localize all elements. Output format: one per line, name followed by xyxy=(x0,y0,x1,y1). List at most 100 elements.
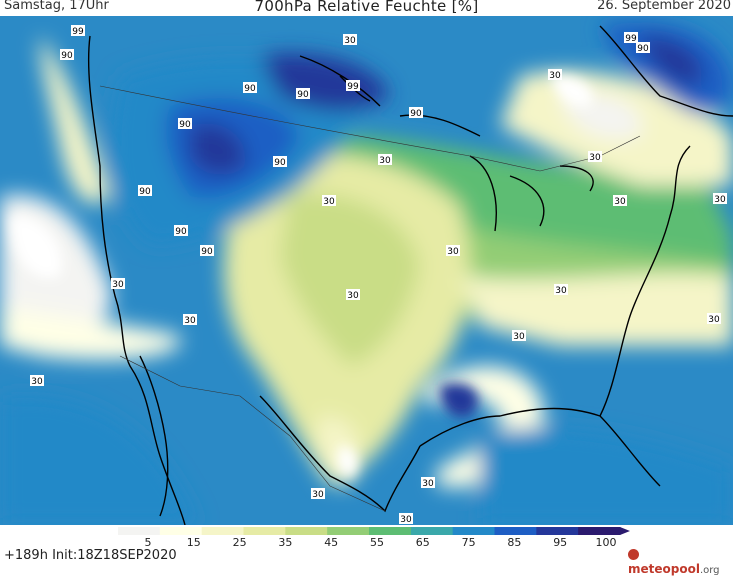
svg-text:30: 30 xyxy=(589,153,601,163)
svg-text:30: 30 xyxy=(344,36,356,46)
legend-swatch xyxy=(118,527,161,535)
svg-text:30: 30 xyxy=(447,247,459,257)
legend-tick-label: 55 xyxy=(370,536,384,547)
contour-labels: 99 90 90 99 90 90 90 90 90 90 99 90 90 3… xyxy=(30,25,727,525)
legend-tick-label: 15 xyxy=(187,536,201,547)
svg-text:30: 30 xyxy=(555,286,567,296)
contour-label: 90 xyxy=(409,107,423,119)
svg-text:99: 99 xyxy=(347,82,359,92)
legend-swatch xyxy=(452,527,495,535)
contour-label: 30 xyxy=(548,69,562,81)
svg-text:30: 30 xyxy=(112,280,124,290)
map-canvas: 99 90 90 99 90 90 90 90 90 90 99 90 90 3… xyxy=(0,16,733,525)
svg-text:90: 90 xyxy=(637,44,649,54)
legend-tick-label: 5 xyxy=(145,536,152,547)
legend-swatch xyxy=(201,527,244,535)
legend-tick-label: 95 xyxy=(553,536,567,547)
contour-label: 30 xyxy=(554,284,568,296)
contour-label: 99 xyxy=(624,32,638,44)
legend-swatch xyxy=(285,527,328,535)
contour-label: 90 xyxy=(178,118,192,130)
color-legend: 5 15 25 35 45 55 65 75 85 95 100 xyxy=(0,525,733,566)
contour-label: 30 xyxy=(512,330,526,342)
contour-label: 30 xyxy=(322,195,336,207)
legend-swatch xyxy=(494,527,537,535)
svg-text:90: 90 xyxy=(175,227,187,237)
svg-text:30: 30 xyxy=(347,291,359,301)
svg-text:30: 30 xyxy=(708,315,720,325)
contour-label: 30 xyxy=(588,151,602,163)
svg-text:90: 90 xyxy=(410,109,422,119)
svg-text:90: 90 xyxy=(244,84,256,94)
legend-tick-label: 45 xyxy=(324,536,338,547)
svg-text:90: 90 xyxy=(297,90,309,100)
svg-text:30: 30 xyxy=(379,156,391,166)
legend-tick-label: 75 xyxy=(462,536,476,547)
legend-swatch xyxy=(578,527,621,535)
legend-bar: 5 15 25 35 45 55 65 75 85 95 100 xyxy=(118,527,630,547)
political-borders xyxy=(99,85,641,512)
humidity-field xyxy=(0,22,733,525)
legend-arrow xyxy=(620,527,630,535)
contour-label: 90 xyxy=(200,245,214,257)
contour-label: 30 xyxy=(613,195,627,207)
legend-swatch xyxy=(159,527,203,535)
legend-swatch xyxy=(369,527,412,535)
humidity-map: 99 90 90 99 90 90 90 90 90 90 99 90 90 3… xyxy=(0,16,733,525)
svg-text:90: 90 xyxy=(179,120,191,130)
contour-label: 30 xyxy=(183,314,197,326)
svg-text:90: 90 xyxy=(61,51,73,61)
contour-label: 99 xyxy=(71,25,85,37)
contour-label: 90 xyxy=(138,185,152,197)
contour-label: 30 xyxy=(346,289,360,301)
svg-text:30: 30 xyxy=(184,316,196,326)
legend-swatch xyxy=(410,527,454,535)
contour-label: 30 xyxy=(311,488,325,500)
contour-label: 30 xyxy=(111,278,125,290)
contour-label: 30 xyxy=(378,154,392,166)
map-title: 700hPa Relative Feuchte [%] xyxy=(254,0,479,15)
contour-label: 90 xyxy=(60,49,74,61)
legend-tick-label: 65 xyxy=(416,536,430,547)
contour-label: 30 xyxy=(446,245,460,257)
contour-label: 90 xyxy=(273,156,287,168)
svg-text:90: 90 xyxy=(139,187,151,197)
contour-label: 90 xyxy=(174,225,188,237)
header-bar: Samstag, 17Uhr 700hPa Relative Feuchte [… xyxy=(0,0,733,16)
svg-text:90: 90 xyxy=(274,158,286,168)
contour-label: 90 xyxy=(243,82,257,94)
svg-text:30: 30 xyxy=(422,479,434,489)
humidity-detail xyxy=(10,75,593,478)
meteopool-logo-icon xyxy=(628,549,639,560)
contour-label: 30 xyxy=(421,477,435,489)
contour-label: 30 xyxy=(707,313,721,325)
run-info: +189h Init:18Z18SEP2020 xyxy=(4,548,177,563)
svg-text:30: 30 xyxy=(614,197,626,207)
legend-swatch xyxy=(536,527,579,535)
svg-text:99: 99 xyxy=(72,27,84,37)
svg-text:30: 30 xyxy=(714,195,726,205)
svg-text:90: 90 xyxy=(201,247,213,257)
contour-label: 30 xyxy=(713,193,727,205)
valid-date-label: 26. September 2020 xyxy=(597,0,731,13)
coastlines xyxy=(87,25,733,525)
svg-text:30: 30 xyxy=(323,197,335,207)
contour-label: 30 xyxy=(343,34,357,46)
legend-swatch xyxy=(327,527,370,535)
svg-text:30: 30 xyxy=(513,332,525,342)
svg-text:99: 99 xyxy=(625,34,637,44)
contour-label: 99 xyxy=(346,80,360,92)
brand-name: meteopool xyxy=(628,562,700,576)
svg-text:30: 30 xyxy=(549,71,561,81)
legend-tick-label: 35 xyxy=(278,536,292,547)
contour-label: 30 xyxy=(399,513,413,525)
legend-tick-label: 85 xyxy=(507,536,521,547)
svg-text:30: 30 xyxy=(400,515,412,525)
svg-text:30: 30 xyxy=(312,490,324,500)
svg-text:30: 30 xyxy=(31,377,43,387)
brand-tld: .org xyxy=(699,565,720,576)
valid-day-label: Samstag, 17Uhr xyxy=(4,0,109,13)
contour-label: 90 xyxy=(296,88,310,100)
legend-swatch xyxy=(243,527,286,535)
meteopool-logo[interactable]: meteopool.org xyxy=(628,548,733,576)
